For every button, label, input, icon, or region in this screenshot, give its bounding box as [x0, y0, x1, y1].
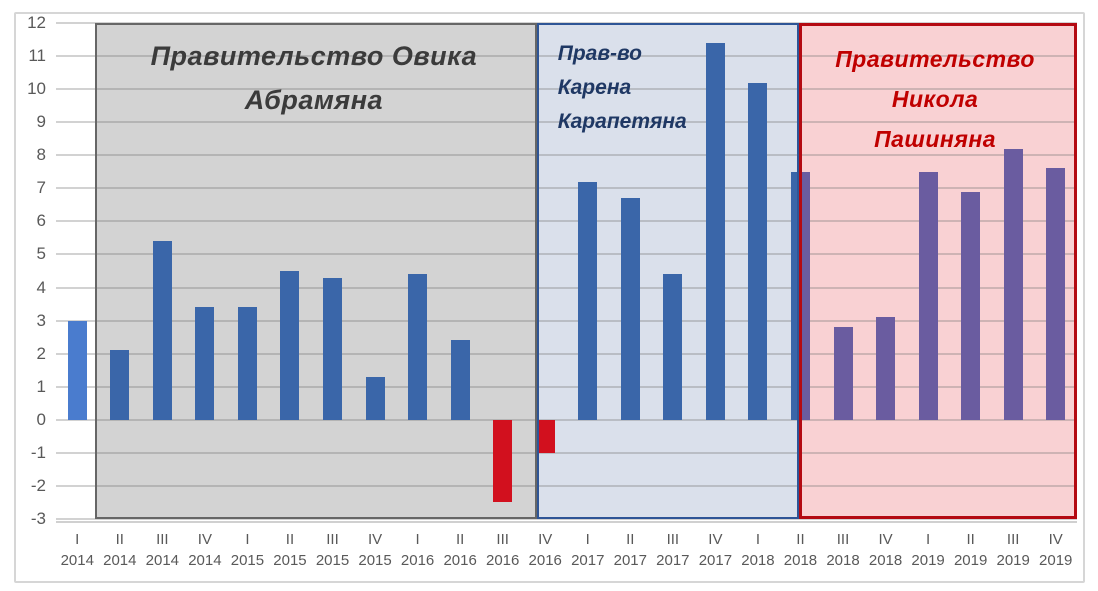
gridline-y11 — [56, 55, 1077, 58]
bar-II-2014 — [110, 350, 130, 420]
x-axis-label-III-2017: III 2017 — [656, 531, 690, 569]
x-axis-label-III-2015: III 2015 — [315, 531, 350, 569]
bar-IV-2019 — [1046, 168, 1066, 420]
y-axis-label-5: 5 — [36, 244, 46, 264]
region-label-karapetyan: Прав-во Карена Карапетяна — [557, 42, 687, 133]
y-axis-label-7: 7 — [36, 178, 46, 198]
bar-IV-2017 — [705, 42, 725, 420]
gridline-y4 — [56, 286, 1077, 289]
bar-III-2017 — [663, 274, 683, 420]
bar-III-2019 — [1003, 148, 1023, 420]
bar-I-2019 — [918, 171, 938, 420]
x-axis-label-II-2016: II 2016 — [443, 531, 477, 569]
x-axis-line — [56, 521, 1077, 523]
bar-IV-2016 — [535, 419, 555, 453]
y-axis-label-4: 4 — [36, 277, 46, 297]
x-axis-label-IV-2017: IV 2017 — [698, 531, 733, 569]
y-axis-label--1: -1 — [30, 442, 46, 462]
bar-II-2017 — [620, 198, 640, 420]
gridline-y3 — [56, 319, 1077, 322]
x-axis-label-IV-2016: IV 2016 — [528, 531, 562, 569]
gridline-y6 — [56, 220, 1077, 223]
y-axis-label-9: 9 — [36, 112, 46, 132]
gridline-y7 — [56, 187, 1077, 190]
x-axis-label-III-2019: III 2019 — [996, 531, 1030, 569]
x-axis-label-II-2014: II 2014 — [103, 531, 137, 569]
gridline-y-2 — [56, 484, 1077, 487]
gridline-y5 — [56, 253, 1077, 256]
y-axis-label-6: 6 — [36, 211, 46, 231]
bar-II-2016 — [450, 340, 470, 420]
y-axis-label-2: 2 — [36, 343, 46, 363]
x-axis-label-III-2018: III 2018 — [826, 531, 860, 569]
x-axis-label-III-2016: III 2016 — [486, 531, 520, 569]
bar-I-2018 — [748, 82, 768, 420]
y-axis-label-11: 11 — [28, 46, 46, 66]
y-axis-label-8: 8 — [36, 145, 46, 165]
gridline-y-3 — [56, 518, 1077, 520]
bar-I-2016 — [408, 274, 428, 420]
x-axis-label-II-2015: II 2015 — [273, 531, 307, 569]
x-axis-label-II-2017: II 2017 — [613, 531, 647, 569]
region-karapetyan-border — [536, 23, 800, 519]
x-axis-label-IV-2019: IV 2019 — [1039, 531, 1073, 569]
x-axis-label-IV-2015: IV 2015 — [358, 531, 392, 569]
bar-III-2018 — [833, 327, 853, 420]
x-axis-label-IV-2018: IV 2018 — [868, 531, 903, 569]
y-axis-label-10: 10 — [27, 79, 46, 99]
x-axis-label-IV-2014: IV 2014 — [188, 531, 222, 569]
x-axis-label-I-2019: I 2019 — [911, 531, 945, 569]
y-axis-label--2: -2 — [30, 475, 46, 495]
y-axis-label-1: 1 — [36, 376, 46, 396]
x-axis-label-III-2014: III 2014 — [145, 531, 180, 569]
region-pashinyan-background — [799, 23, 1077, 519]
x-axis-label-II-2019: II 2019 — [953, 531, 988, 569]
x-axis-label-I-2015: I 2015 — [230, 531, 265, 569]
bar-IV-2014 — [195, 307, 215, 420]
bar-I-2014 — [67, 320, 87, 420]
x-axis-label-I-2014: I 2014 — [60, 531, 94, 569]
bar-III-2014 — [152, 241, 172, 420]
region-abrahamyan-border — [95, 23, 537, 519]
x-axis-label-I-2018: I 2018 — [741, 531, 775, 569]
gridline-y9 — [56, 121, 1077, 124]
bar-IV-2015 — [365, 376, 385, 420]
y-axis-label-0: 0 — [36, 409, 46, 429]
bar-IV-2018 — [876, 317, 896, 420]
bar-III-2016 — [493, 419, 513, 503]
bar-I-2015 — [237, 307, 257, 420]
y-axis-label--3: -3 — [30, 509, 46, 528]
y-axis-label-12: 12 — [27, 13, 46, 32]
bar-III-2015 — [323, 277, 343, 420]
x-axis-label-II-2018: II 2018 — [783, 531, 818, 569]
gridline-y8 — [56, 154, 1077, 157]
region-label-abrahamyan: Правительство Овика Абрамяна — [150, 41, 478, 115]
gridline-y0 — [56, 418, 1077, 421]
bar-II-2015 — [280, 271, 300, 420]
region-label-pashinyan: Правительство Никола Пашиняна — [835, 46, 1035, 152]
x-axis-label-I-2017: I 2017 — [571, 531, 605, 569]
gridline-y10 — [56, 88, 1077, 91]
gridline-y-1 — [56, 451, 1077, 454]
bar-I-2017 — [578, 181, 598, 420]
bar-II-2019 — [961, 191, 981, 420]
gridline-y2 — [56, 352, 1077, 355]
x-axis-label-I-2016: I 2016 — [400, 531, 435, 569]
gridline-y1 — [56, 385, 1077, 388]
y-axis-label-3: 3 — [36, 310, 46, 330]
region-pashinyan-border — [799, 23, 1077, 519]
